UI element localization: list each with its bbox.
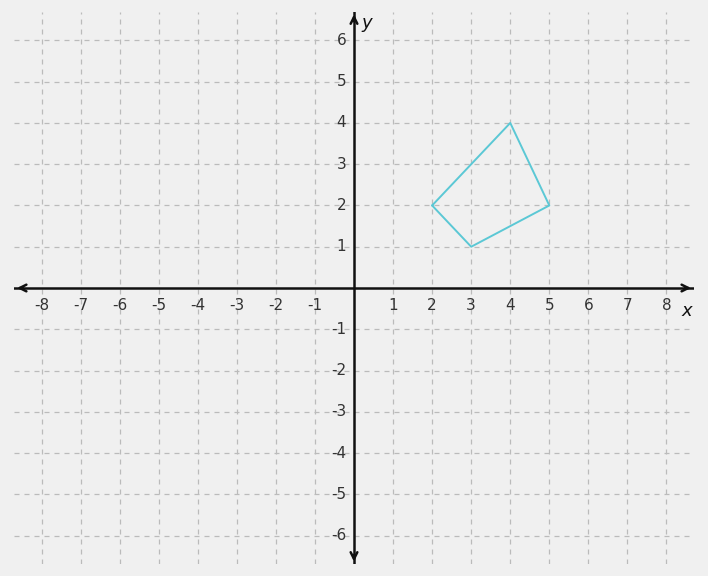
Text: -6: -6 [331,528,346,543]
Text: 1: 1 [388,298,398,313]
Text: -3: -3 [229,298,244,313]
Text: 6: 6 [336,33,346,48]
Text: 5: 5 [544,298,554,313]
Text: -2: -2 [268,298,283,313]
Text: -1: -1 [331,322,346,337]
Text: -1: -1 [307,298,323,313]
Text: 4: 4 [506,298,515,313]
Text: 3: 3 [467,298,476,313]
Text: 7: 7 [622,298,632,313]
Text: -5: -5 [331,487,346,502]
Text: -4: -4 [331,446,346,461]
Text: 1: 1 [336,239,346,254]
Text: 2: 2 [428,298,437,313]
Text: 3: 3 [336,157,346,172]
Text: x: x [681,302,692,320]
Text: -8: -8 [34,298,49,313]
Text: 2: 2 [336,198,346,213]
Text: 8: 8 [662,298,671,313]
Text: y: y [362,14,372,32]
Text: 5: 5 [336,74,346,89]
Text: -7: -7 [73,298,88,313]
Text: -4: -4 [190,298,205,313]
Text: -5: -5 [151,298,166,313]
Text: 4: 4 [336,115,346,130]
Text: 6: 6 [583,298,593,313]
Text: -2: -2 [331,363,346,378]
Text: -3: -3 [331,404,346,419]
Text: -6: -6 [112,298,127,313]
